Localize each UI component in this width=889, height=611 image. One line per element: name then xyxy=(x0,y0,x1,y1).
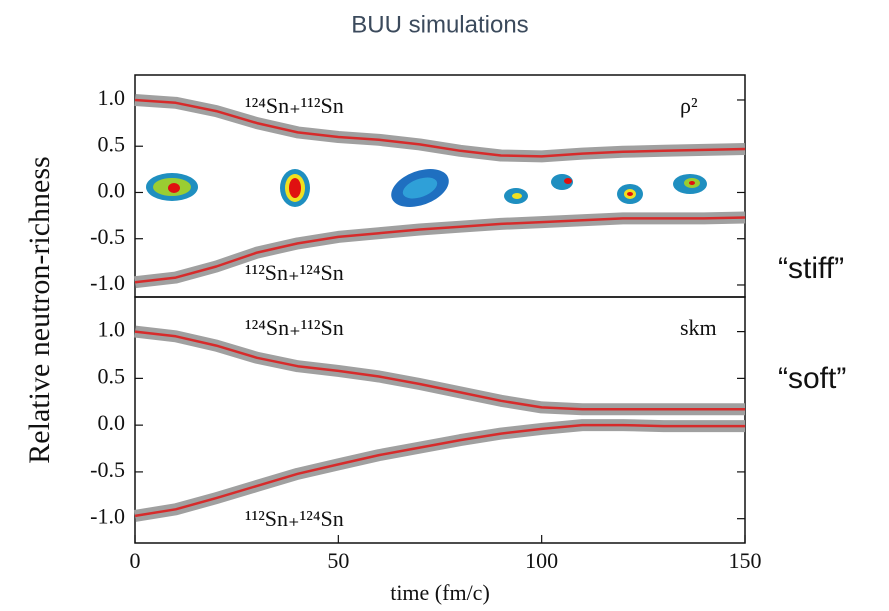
uncertainty-band xyxy=(135,332,745,410)
y-tick-label: -1.0 xyxy=(90,504,125,529)
y-tick-label: -0.5 xyxy=(90,224,125,249)
y-tick-label: 0.5 xyxy=(98,363,126,388)
series-label: ¹²⁴Sn₊¹¹²Sn xyxy=(245,93,344,118)
x-axis-label: time (fm/c) xyxy=(390,580,490,605)
side-label: “soft” xyxy=(778,362,846,395)
x-tick-label: 150 xyxy=(729,548,762,573)
density-snapshots xyxy=(146,162,707,214)
annotation: ρ² xyxy=(680,93,698,118)
y-tick-label: 1.0 xyxy=(98,85,126,110)
line xyxy=(135,218,745,283)
uncertainty-band xyxy=(135,425,745,516)
y-tick-label: -0.5 xyxy=(90,457,125,482)
title: BUU simulations xyxy=(351,11,528,38)
x-tick-label: 0 xyxy=(130,548,141,573)
series-label: ¹²⁴Sn₊¹¹²Sn xyxy=(245,315,344,340)
x-tick-label: 50 xyxy=(327,548,349,573)
y-tick-label: -1.0 xyxy=(90,270,125,295)
annotation: skm xyxy=(680,315,717,340)
y-tick-label: 0.5 xyxy=(98,131,126,156)
series-label: ¹¹²Sn₊¹²⁴Sn xyxy=(245,506,344,531)
y-tick-label: 0.0 xyxy=(98,410,126,435)
y-tick-label: 1.0 xyxy=(98,317,126,342)
series-label: ¹¹²Sn₊¹²⁴Sn xyxy=(245,260,344,285)
side-label: “stiff” xyxy=(778,252,844,285)
figure: BUU simulations Relative neutron-richnes… xyxy=(0,0,889,611)
y-axis-label: Relative neutron-richness xyxy=(23,156,56,463)
x-tick-label: 100 xyxy=(525,548,558,573)
y-tick-label: 0.0 xyxy=(98,178,126,203)
